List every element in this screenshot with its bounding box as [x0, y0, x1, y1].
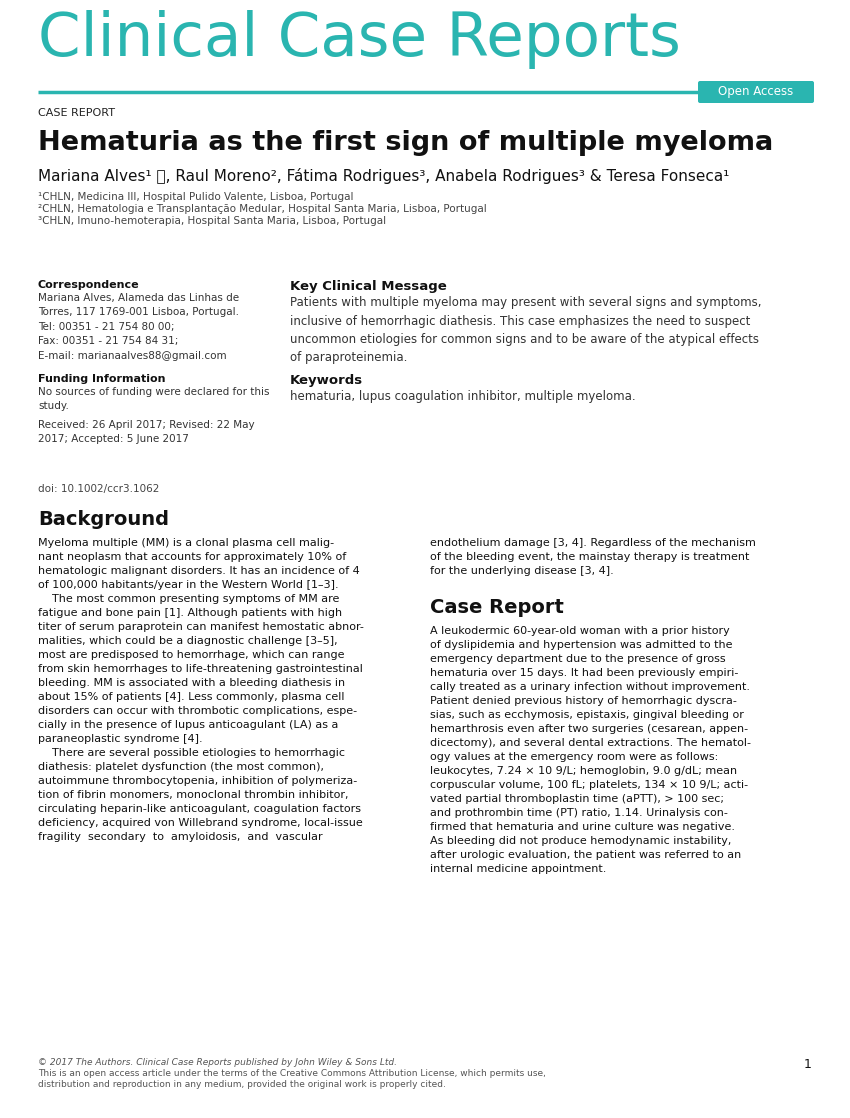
Text: ³CHLN, Imuno-hemoterapia, Hospital Santa Maria, Lisboa, Portugal: ³CHLN, Imuno-hemoterapia, Hospital Santa…	[38, 216, 386, 226]
Text: Background: Background	[38, 510, 169, 529]
Text: Mariana Alves¹ ⓘ, Raul Moreno², Fátima Rodrigues³, Anabela Rodrigues³ & Teresa F: Mariana Alves¹ ⓘ, Raul Moreno², Fátima R…	[38, 168, 729, 184]
Text: No sources of funding were declared for this
study.: No sources of funding were declared for …	[38, 387, 269, 411]
Text: Hematuria as the first sign of multiple myeloma: Hematuria as the first sign of multiple …	[38, 130, 774, 157]
Text: Mariana Alves, Alameda das Linhas de
Torres, 117 1769-001 Lisboa, Portugal.
Tel:: Mariana Alves, Alameda das Linhas de Tor…	[38, 293, 239, 361]
Text: © 2017 The Authors. Clinical Case Reports published by John Wiley & Sons Ltd.: © 2017 The Authors. Clinical Case Report…	[38, 1058, 397, 1067]
Text: Patients with multiple myeloma may present with several signs and symptoms,
incl: Patients with multiple myeloma may prese…	[290, 296, 762, 364]
Text: endothelium damage [3, 4]. Regardless of the mechanism
of the bleeding event, th: endothelium damage [3, 4]. Regardless of…	[430, 538, 756, 576]
FancyBboxPatch shape	[698, 80, 814, 103]
Text: A leukodermic 60-year-old woman with a prior history
of dyslipidemia and hyperte: A leukodermic 60-year-old woman with a p…	[430, 626, 751, 874]
Text: Myeloma multiple (MM) is a clonal plasma cell malig-
nant neoplasm that accounts: Myeloma multiple (MM) is a clonal plasma…	[38, 538, 364, 842]
Text: Clinical Case Reports: Clinical Case Reports	[38, 10, 681, 69]
Text: doi: 10.1002/ccr3.1062: doi: 10.1002/ccr3.1062	[38, 484, 159, 494]
Text: Funding Information: Funding Information	[38, 375, 166, 383]
Text: Keywords: Keywords	[290, 375, 363, 387]
Text: hematuria, lupus coagulation inhibitor, multiple myeloma.: hematuria, lupus coagulation inhibitor, …	[290, 390, 636, 402]
Text: CASE REPORT: CASE REPORT	[38, 108, 115, 119]
Text: distribution and reproduction in any medium, provided the original work is prope: distribution and reproduction in any med…	[38, 1080, 446, 1089]
Text: 1: 1	[804, 1058, 812, 1071]
Text: Received: 26 April 2017; Revised: 22 May
2017; Accepted: 5 June 2017: Received: 26 April 2017; Revised: 22 May…	[38, 420, 255, 444]
Text: ²CHLN, Hematologia e Transplantação Medular, Hospital Santa Maria, Lisboa, Portu: ²CHLN, Hematologia e Transplantação Medu…	[38, 203, 487, 214]
Text: ¹CHLN, Medicina III, Hospital Pulido Valente, Lisboa, Portugal: ¹CHLN, Medicina III, Hospital Pulido Val…	[38, 192, 354, 202]
Text: Correspondence: Correspondence	[38, 280, 139, 290]
Text: Key Clinical Message: Key Clinical Message	[290, 280, 447, 293]
Text: This is an open access article under the terms of the Creative Commons Attributi: This is an open access article under the…	[38, 1069, 546, 1078]
Text: Case Report: Case Report	[430, 598, 564, 617]
Text: Open Access: Open Access	[718, 85, 794, 98]
